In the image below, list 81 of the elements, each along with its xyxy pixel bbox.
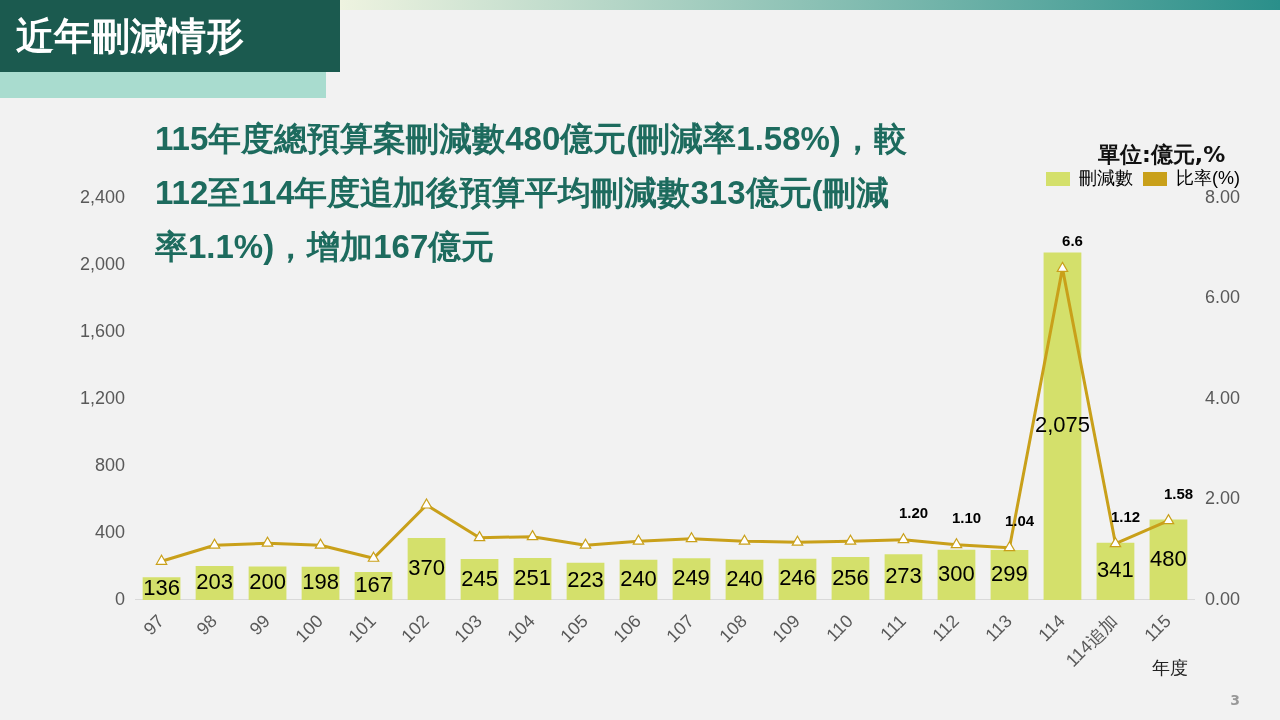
data-label: 1.58	[1163, 484, 1194, 502]
data-label: 480	[1150, 545, 1187, 571]
point	[155, 554, 168, 565]
x-axis-title: 年度	[1152, 656, 1188, 680]
point	[208, 538, 221, 549]
data-label: 251	[514, 565, 551, 591]
y-tick-label: 1,200	[80, 387, 126, 408]
point	[1056, 261, 1069, 272]
x-tick-label: 97	[139, 610, 168, 640]
y-tick-label: 800	[95, 454, 126, 475]
data-label: 167	[355, 572, 392, 598]
data-label: 198	[302, 569, 339, 595]
x-tick-label: 106	[609, 610, 645, 647]
point	[420, 498, 433, 509]
point	[1109, 537, 1122, 548]
data-label: 136	[143, 574, 180, 600]
y-tick-label: 2,400	[80, 186, 126, 207]
data-label: 203	[196, 569, 233, 595]
data-label: 341	[1097, 557, 1134, 583]
chart-subtitle: 115年度總預算案刪減數480億元(刪減率1.58%)，較112至114年度追加後預算平均刪減數313億元(刪減率1.1%)，增加167億元	[155, 119, 908, 267]
chart-title: 近年刪減情形	[0, 0, 340, 72]
data-label: 1.20	[898, 503, 929, 521]
data-label: 299	[991, 561, 1028, 586]
x-tick-label: 101	[344, 610, 380, 647]
x-tick-label: 113	[981, 610, 1016, 646]
point	[950, 538, 963, 549]
y-tick-label: 1,600	[80, 320, 126, 341]
data-label: 200	[249, 569, 286, 595]
x-tick-label: 104	[503, 610, 539, 647]
x-tick-label: 98	[192, 610, 221, 640]
y-tick-label: 400	[95, 521, 126, 542]
y2-tick-label: 4.00	[1204, 387, 1241, 408]
data-label: 240	[726, 565, 763, 591]
data-label: 1.12	[1110, 507, 1141, 525]
data-label: 240	[620, 565, 657, 591]
y2-tick-label: 0.00	[1204, 588, 1241, 609]
data-label: 245	[461, 565, 498, 591]
point	[685, 532, 698, 543]
data-label: 249	[673, 565, 710, 591]
x-tick-label: 110	[822, 610, 857, 646]
data-label: 6.6	[1062, 232, 1083, 250]
x-tick-label: 109	[768, 610, 804, 647]
text: 單位:億元,%	[1098, 142, 1226, 167]
point	[738, 534, 751, 545]
x-tick-label: 100	[291, 610, 327, 647]
y2-tick-label: 2.00	[1204, 488, 1241, 509]
data-label: 1.10	[951, 508, 982, 526]
point	[261, 536, 274, 547]
point	[897, 533, 910, 544]
y-tick-label: 2,000	[80, 253, 126, 274]
x-tick-label: 103	[450, 610, 486, 647]
point	[579, 538, 592, 549]
data-label: 256	[832, 564, 869, 590]
x-tick-label: 114	[1034, 610, 1069, 646]
y2-tick-label: 6.00	[1204, 287, 1241, 308]
y-tick-label: 0	[115, 588, 126, 609]
point	[791, 535, 804, 546]
x-tick-label: 99	[245, 610, 274, 640]
legend-label: 刪減數	[1079, 167, 1134, 188]
text: 3	[1230, 692, 1240, 708]
data-label: 370	[408, 555, 445, 581]
x-tick-label: 105	[556, 610, 592, 647]
data-label: 300	[938, 560, 975, 586]
data-label: 273	[885, 563, 922, 589]
point	[844, 534, 857, 545]
x-tick-label: 102	[397, 610, 433, 647]
x-tick-label: 108	[715, 610, 751, 647]
x-tick-label: 107	[662, 610, 698, 647]
point	[314, 538, 327, 549]
x-tick-label: 112	[928, 610, 963, 646]
x-tick-label: 115	[1140, 610, 1175, 646]
point	[1003, 541, 1016, 552]
point	[367, 551, 380, 562]
point	[473, 531, 486, 542]
data-label: 246	[779, 565, 816, 591]
legend-label: 比率(%)	[1176, 167, 1241, 188]
point	[632, 534, 645, 545]
point	[526, 530, 539, 541]
data-label: 223	[567, 567, 604, 593]
x-tick-label: 111	[876, 610, 910, 645]
point	[1162, 513, 1175, 525]
